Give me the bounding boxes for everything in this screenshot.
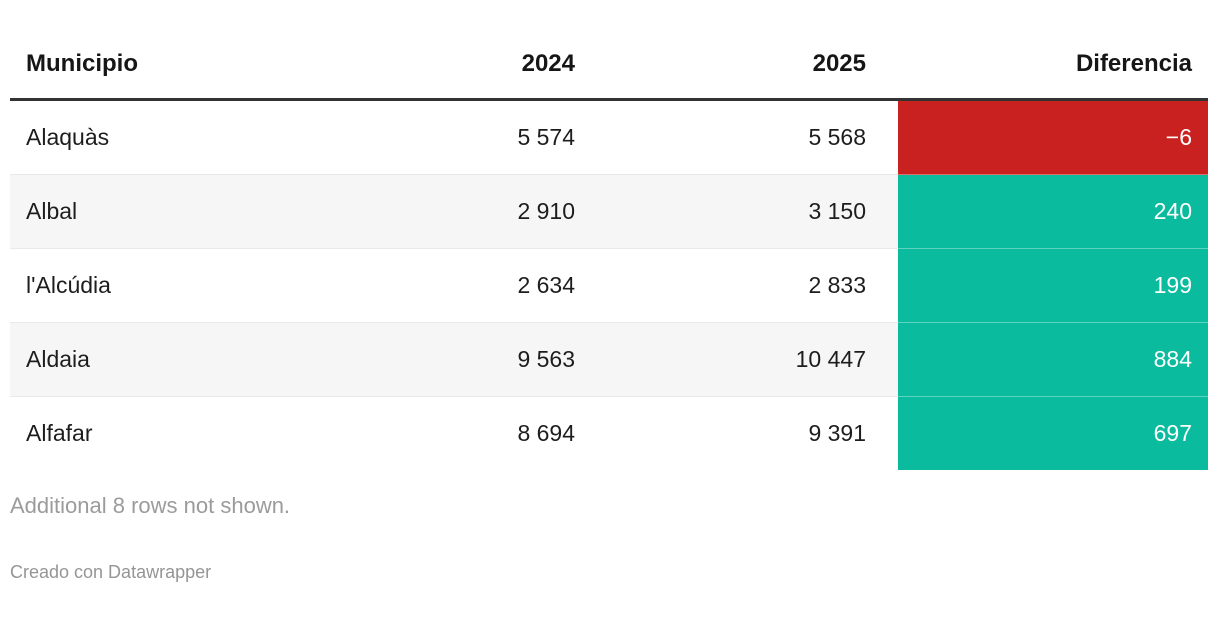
column-header-municipio: Municipio (10, 30, 300, 101)
cell-municipio: Alaquàs (10, 101, 300, 175)
cell-2025: 2 833 (591, 249, 898, 323)
cell-2025: 10 447 (591, 323, 898, 397)
column-header-2025: 2025 (591, 30, 898, 101)
cell-2024: 8 694 (517, 420, 575, 446)
cell-diferencia: 884 (898, 323, 1208, 397)
cell-diferencia: 240 (898, 175, 1208, 249)
cell-municipio: Albal (10, 175, 300, 249)
column-header-2024: 2024 (300, 30, 591, 101)
table-row: l'Alcúdia 2 634 2 833 199 (10, 249, 1208, 323)
cell-2025: 3 150 (591, 175, 898, 249)
truncation-note: Additional 8 rows not shown. (10, 493, 291, 518)
datawrapper-table-embed: Municipio 2024 2025 Diferencia Alaquàs 5… (0, 30, 1220, 583)
table-row: Alaquàs 5 574 5 568 −6 (10, 101, 1208, 175)
cell-diferencia: −6 (898, 101, 1208, 175)
cell-2025: 5 568 (591, 101, 898, 175)
table-row: Albal 2 910 3 150 240 (10, 175, 1208, 249)
cell-diferencia: 199 (898, 249, 1208, 323)
table-row: Aldaia 9 563 10 447 884 (10, 323, 1208, 397)
header-row: Municipio 2024 2025 Diferencia (10, 30, 1208, 101)
datawrapper-credit-link[interactable]: Creado con Datawrapper (10, 562, 212, 582)
table-row: Alfafar 8 694 9 391 697 (10, 397, 1208, 470)
cell-municipio: Aldaia (10, 323, 300, 397)
cell-2024: 5 574 (300, 101, 591, 175)
cell-municipio: Alfafar (26, 420, 93, 446)
cell-diferencia: 697 (898, 397, 1208, 470)
cell-2024: 9 563 (300, 323, 591, 397)
column-header-diferencia: Diferencia (898, 30, 1208, 101)
cell-municipio: l'Alcúdia (10, 249, 300, 323)
cell-2024: 2 634 (300, 249, 591, 323)
cell-2025: 9 391 (808, 420, 866, 446)
cell-2024: 2 910 (300, 175, 591, 249)
data-table: Municipio 2024 2025 Diferencia Alaquàs 5… (10, 30, 1208, 470)
